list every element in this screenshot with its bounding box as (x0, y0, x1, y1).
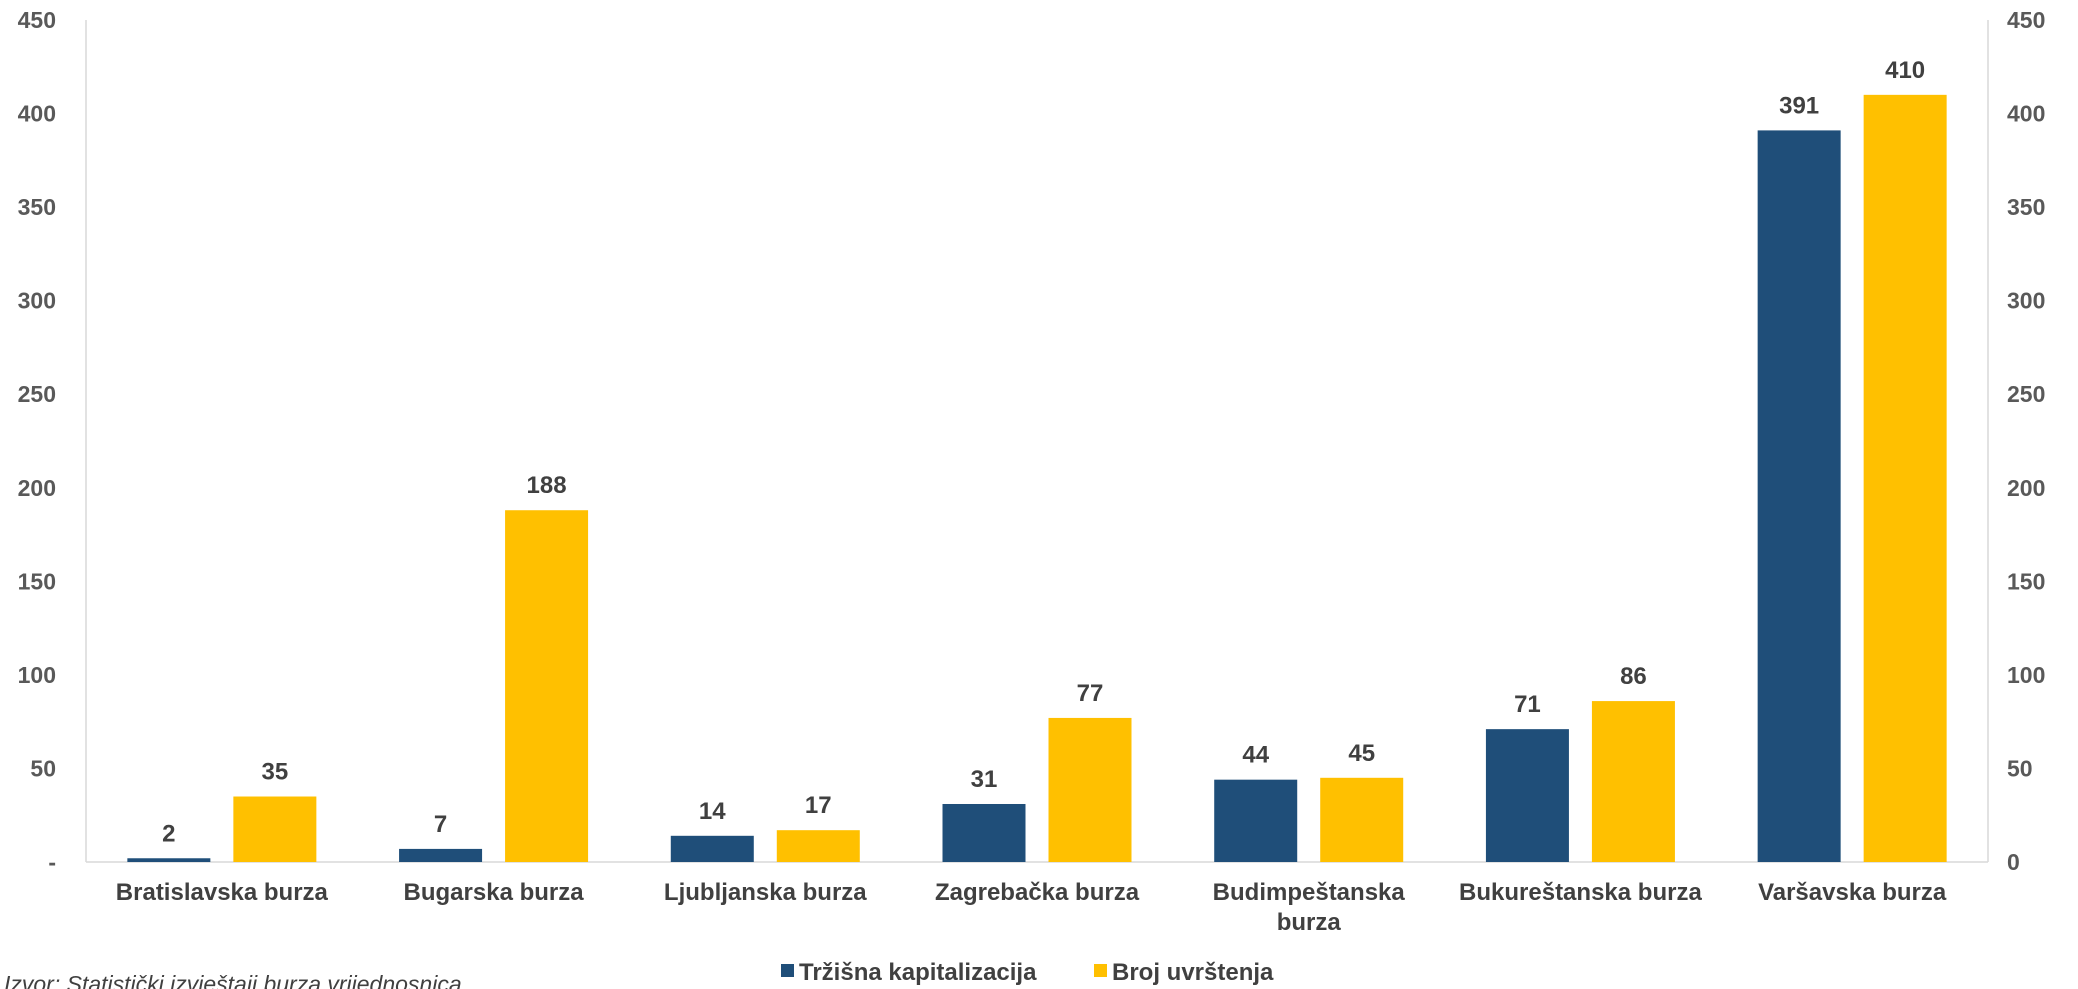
data-label: 14 (699, 798, 726, 825)
data-label: 391 (1779, 92, 1819, 119)
chart-labels: Bratislavska burza 2 35 Bugarska burza 7 188 L… (116, 57, 1947, 936)
y-tick-left-label: 300 (18, 288, 56, 314)
legend-label: Tržišna kapitalizacija (799, 959, 1037, 986)
x-tick-label: Bugarska burza (404, 879, 585, 906)
bar-listings (1863, 94, 1947, 863)
data-label: 45 (1348, 740, 1375, 767)
y-tick-left-label: 350 (18, 194, 56, 220)
y-tick-left-label: 100 (18, 662, 56, 688)
bar-listings (1320, 777, 1404, 862)
x-tick-label: Varšavska burza (1758, 879, 1947, 906)
bar-market-cap (127, 858, 211, 862)
y-tick-right-label: 400 (2007, 101, 2045, 127)
y-tick-left-label: 450 (18, 7, 56, 33)
bar-listings (1591, 701, 1675, 862)
data-label: 2 (162, 820, 175, 847)
x-tick-label: Zagrebačka burza (935, 879, 1140, 906)
bar-listings (1048, 717, 1132, 862)
y-tick-right-label: 300 (2007, 288, 2045, 314)
data-label: 35 (262, 759, 289, 786)
bar-market-cap (1214, 779, 1298, 862)
y-tick-right-label: 250 (2007, 381, 2045, 407)
x-tick-label: Bukureštanska burza (1459, 879, 1702, 906)
y-tick-right-label: 350 (2007, 194, 2045, 220)
bar-market-cap (399, 848, 483, 862)
legend-swatch (781, 964, 794, 977)
bar-market-cap (670, 835, 754, 862)
y-tick-left-label: 400 (18, 101, 56, 127)
data-label: 77 (1077, 680, 1104, 707)
data-label: 86 (1620, 663, 1647, 690)
bar-listings (233, 796, 317, 862)
chart-bars (127, 94, 1947, 863)
bar-market-cap (942, 803, 1026, 862)
y-tick-left-label: 50 (30, 755, 56, 781)
data-label: 188 (527, 472, 567, 499)
y-tick-left-label: 150 (18, 568, 56, 594)
bar-listings (776, 830, 860, 862)
y-tick-left-label: - (48, 849, 56, 875)
y-tick-right-label: 200 (2007, 475, 2045, 501)
data-label: 44 (1242, 742, 1269, 769)
chart-axes: - 0 50 50 100 100 150 150 200 200 250 250 300 300 350 3… (18, 7, 2046, 875)
y-tick-right-label: 50 (2007, 755, 2033, 781)
bar-listings (505, 510, 589, 862)
x-tick-label: Budimpeštanska burza (1213, 879, 1406, 936)
x-tick-label: Bratislavska burza (116, 879, 329, 906)
bar-market-cap (1485, 729, 1569, 862)
y-tick-right-label: 0 (2007, 849, 2020, 875)
y-tick-left-label: 250 (18, 381, 56, 407)
source-note: Izvor: Statistički izvještaji burza vrij… (4, 971, 462, 989)
data-label: 17 (805, 792, 832, 819)
legend-swatch (1094, 964, 1107, 977)
y-tick-right-label: 450 (2007, 7, 2045, 33)
legend-label: Broj uvrštenja (1112, 959, 1274, 986)
y-tick-right-label: 150 (2007, 568, 2045, 594)
x-tick-label: Ljubljanska burza (664, 879, 867, 906)
y-tick-right-label: 100 (2007, 662, 2045, 688)
data-label: 410 (1885, 57, 1925, 84)
chart-legend: Tržišna kapitalizacija Broj uvrštenja (781, 959, 1274, 986)
data-label: 7 (434, 811, 447, 838)
y-tick-left-label: 200 (18, 475, 56, 501)
bar-market-cap (1757, 130, 1841, 862)
data-label: 71 (1514, 691, 1541, 718)
data-label: 31 (971, 766, 998, 793)
